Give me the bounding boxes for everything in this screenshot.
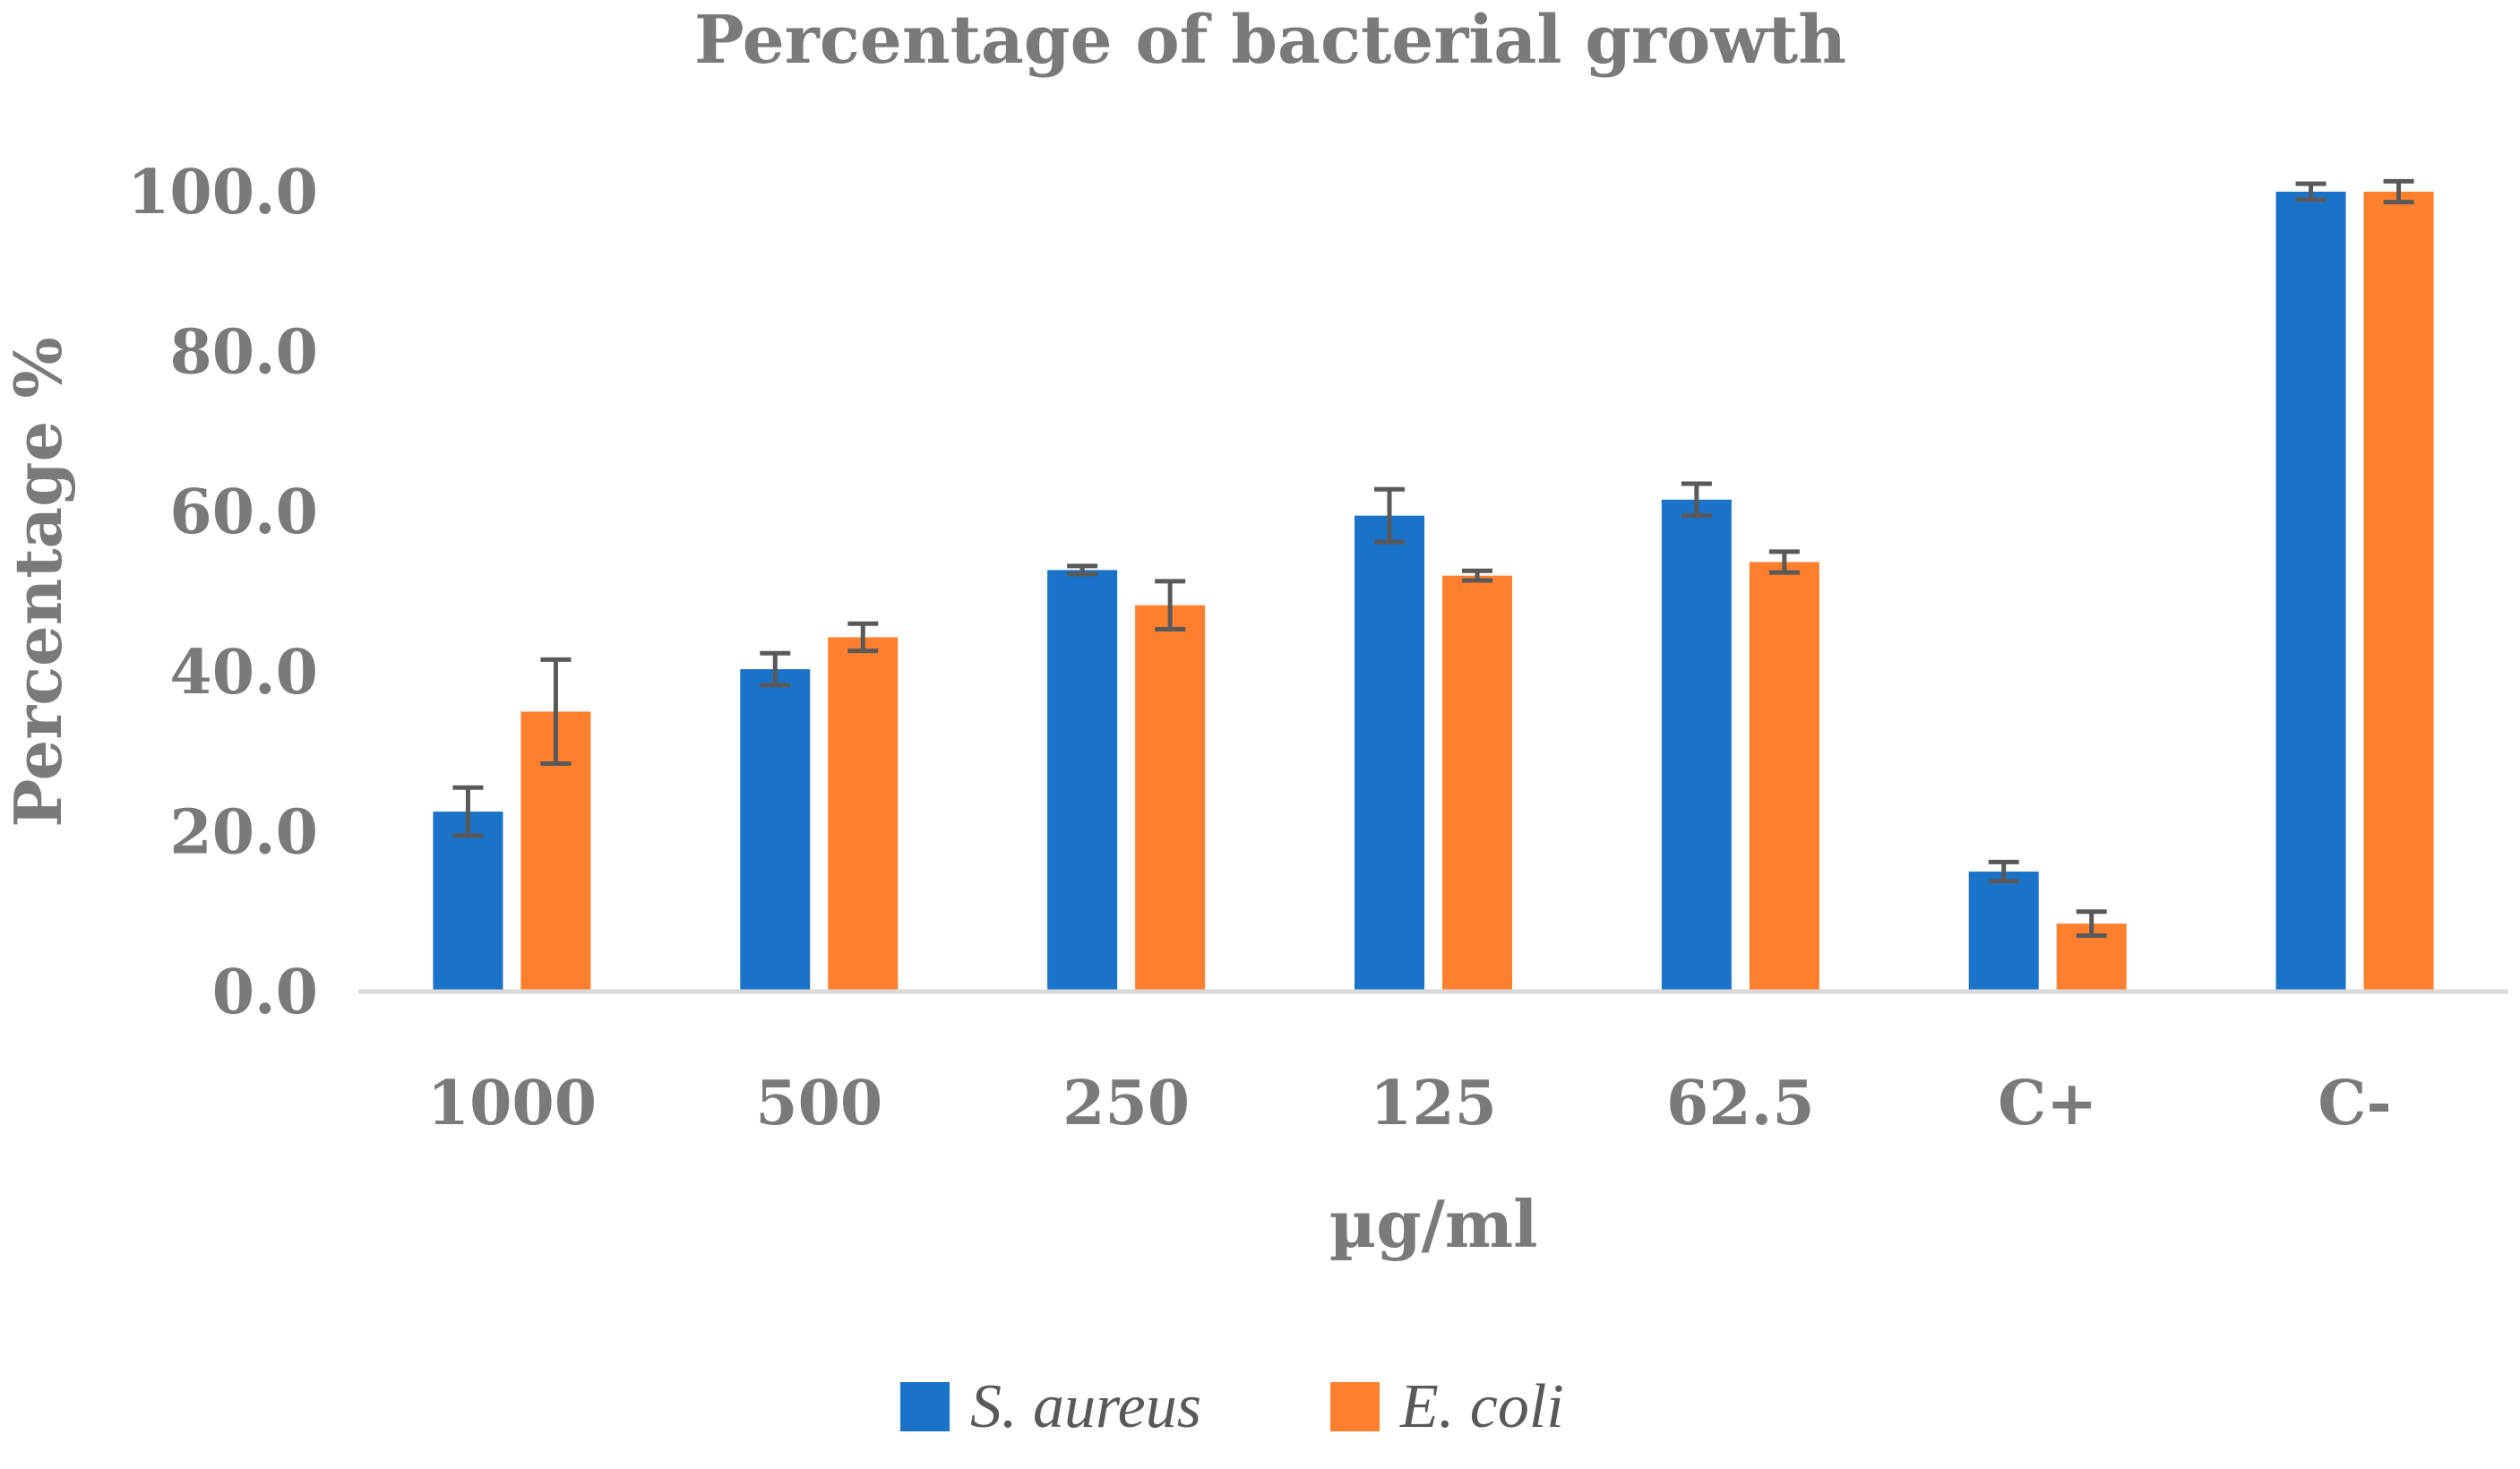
error-bar bbox=[2383, 178, 2414, 205]
x-axis-label: µg/ml bbox=[1329, 1186, 1538, 1262]
bar-s-aureus-5 bbox=[1968, 872, 2039, 992]
bar-s-aureus-4 bbox=[1661, 499, 1732, 992]
legend-swatch-s-aureus bbox=[900, 1382, 950, 1431]
y-tick-label: 60.0 bbox=[169, 477, 318, 548]
x-axis-ticks: 1000 500 250 125 62.5 C+ C- bbox=[427, 1068, 2392, 1139]
bar-e-coli-6 bbox=[2363, 192, 2434, 992]
bar-e-coli-4 bbox=[1749, 562, 1819, 992]
error-bar bbox=[1681, 481, 1712, 519]
error-bar bbox=[1988, 859, 2019, 884]
bar-s-aureus-3 bbox=[1355, 515, 1424, 992]
x-tick-label: 62.5 bbox=[1666, 1068, 1815, 1139]
y-tick-label: 80.0 bbox=[169, 317, 318, 389]
error-bar bbox=[2295, 181, 2326, 202]
y-tick-label: 20.0 bbox=[169, 796, 318, 868]
x-tick-label: C- bbox=[2318, 1068, 2391, 1139]
y-axis-ticks: 0.0 20.0 40.0 60.0 80.0 100.0 bbox=[127, 157, 318, 1028]
bars bbox=[433, 192, 2434, 992]
chart-title: Percentage of bacterial growth bbox=[694, 2, 1846, 79]
bar-s-aureus-0 bbox=[433, 812, 503, 992]
y-tick-label: 40.0 bbox=[169, 637, 318, 709]
x-tick-label: 125 bbox=[1370, 1068, 1497, 1139]
y-tick-label: 0.0 bbox=[212, 957, 318, 1028]
bar-s-aureus-1 bbox=[740, 669, 811, 992]
error-bar bbox=[1374, 486, 1405, 545]
y-axis-label: Percentage % bbox=[0, 337, 76, 828]
legend-label-s-aureus: S. aureus bbox=[970, 1372, 1201, 1441]
bar-e-coli-3 bbox=[1442, 575, 1512, 992]
error-bars bbox=[452, 178, 2414, 938]
error-bar bbox=[540, 657, 572, 766]
legend: S. aureus E. coli bbox=[900, 1372, 1564, 1441]
y-tick-label: 100.0 bbox=[127, 157, 318, 228]
x-tick-label: 1000 bbox=[427, 1068, 597, 1139]
error-bar bbox=[1462, 568, 1492, 583]
legend-swatch-e-coli bbox=[1330, 1382, 1380, 1431]
x-tick-label: 500 bbox=[755, 1068, 882, 1139]
error-bar bbox=[2076, 909, 2107, 938]
bar-s-aureus-6 bbox=[2275, 192, 2346, 992]
bar-e-coli-1 bbox=[828, 637, 899, 992]
x-tick-label: 250 bbox=[1062, 1068, 1190, 1139]
error-bar bbox=[760, 650, 791, 688]
x-tick-label: C+ bbox=[1998, 1068, 2097, 1139]
error-bar bbox=[847, 621, 879, 654]
error-bar bbox=[1768, 549, 1800, 575]
error-bar bbox=[452, 785, 484, 838]
bar-e-coli-2 bbox=[1135, 605, 1206, 992]
error-bar bbox=[1155, 579, 1186, 631]
legend-label-e-coli: E. coli bbox=[1399, 1372, 1564, 1441]
error-bar bbox=[1067, 563, 1098, 577]
bar-s-aureus-2 bbox=[1047, 570, 1118, 992]
